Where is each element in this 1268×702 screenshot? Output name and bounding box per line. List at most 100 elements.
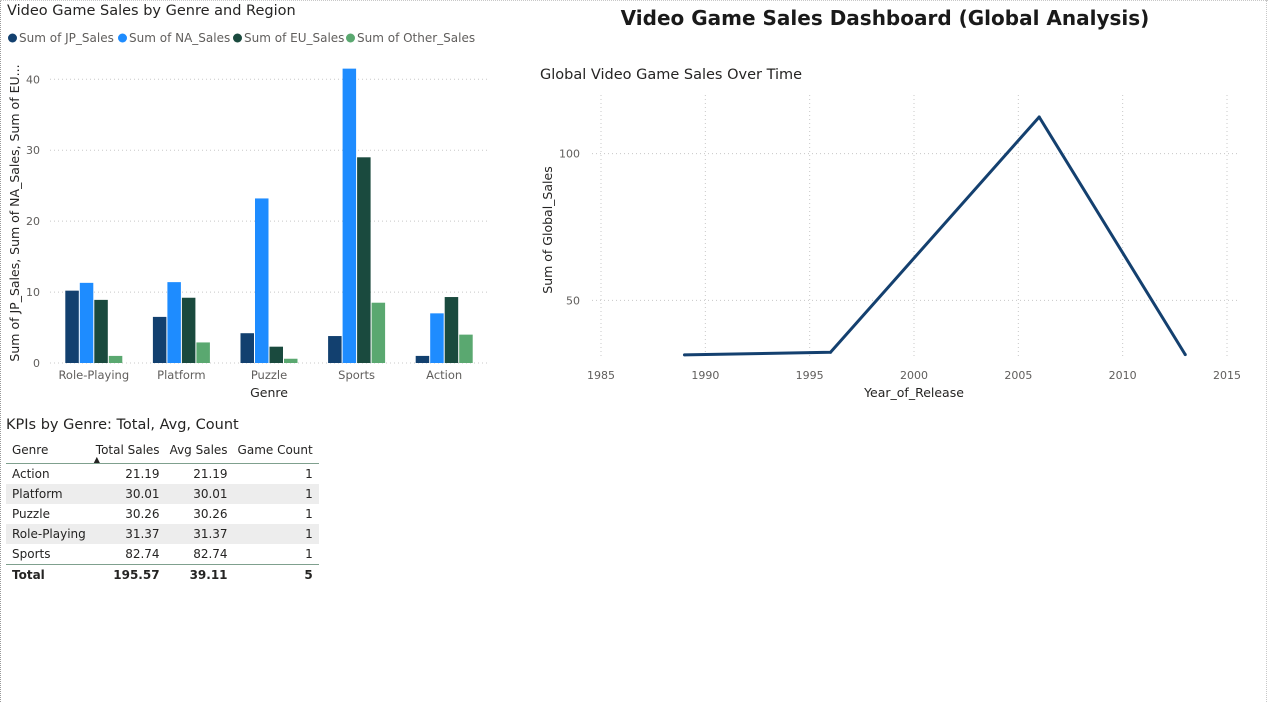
table-row[interactable]: Puzzle 30.26 30.26 1 <box>6 504 319 524</box>
bar <box>284 358 298 363</box>
table-row[interactable]: Sports 82.74 82.74 1 <box>6 544 319 565</box>
x-tick-label: Platform <box>157 368 206 382</box>
x-tick-label: 1990 <box>691 369 719 382</box>
bar <box>415 355 430 363</box>
bar-chart-title: Video Game Sales by Genre and Region <box>7 3 296 19</box>
legend-marker <box>346 33 355 43</box>
total-cell: 39.11 <box>165 564 234 585</box>
table-cell: 82.74 <box>125 547 160 561</box>
page-top-border <box>0 0 1268 1</box>
bar <box>65 290 79 363</box>
table-cell: 82.74 <box>193 547 228 561</box>
x-tick-label: 2005 <box>1004 369 1032 382</box>
table-cell: 30.01 <box>165 484 234 504</box>
y-axis-title: Sum of Global_Sales <box>540 166 555 293</box>
table-cell: 1 <box>305 467 313 481</box>
total-cell: 5 <box>233 564 319 585</box>
total-cell: 195.57 <box>91 564 166 585</box>
data-point <box>1037 115 1041 119</box>
legend-label: Sum of EU_Sales <box>244 31 344 45</box>
table-cell: 1 <box>233 484 319 504</box>
bar <box>269 346 283 363</box>
page-right-border <box>1266 0 1267 702</box>
table-cell: 30.26 <box>193 507 228 521</box>
kpi-table: Genre Total Sales ▲ Avg Sales Game Count … <box>6 441 319 585</box>
series-line <box>684 115 1187 357</box>
y-tick-label: 20 <box>26 215 40 228</box>
sort-ascending-icon: ▲ <box>93 455 100 464</box>
table-cell: Platform <box>6 484 92 504</box>
x-tick-label: Sports <box>338 368 375 382</box>
y-tick-label: 0 <box>33 357 40 370</box>
table-row[interactable]: Action 21.19 21.19 1 <box>6 464 319 485</box>
legend-label: Sum of NA_Sales <box>129 31 230 45</box>
bar <box>94 299 108 363</box>
table-cell: 31.37 <box>165 524 234 544</box>
legend-marker <box>8 33 17 43</box>
line-chart[interactable]: Global Video Game Sales Over Time 1985 199… <box>530 55 1250 415</box>
bar <box>79 282 94 363</box>
bar <box>240 333 254 363</box>
y-tick-label: 100 <box>559 148 580 161</box>
table-cell: 1 <box>233 524 319 544</box>
data-point <box>1183 353 1187 357</box>
table-cell: 1 <box>305 547 313 561</box>
kpi-title: KPIs by Genre: Total, Avg, Count <box>6 417 239 433</box>
table-cell: Puzzle <box>12 507 50 521</box>
legend-marker <box>233 33 242 43</box>
column-header-total-sales[interactable]: Total Sales ▲ <box>91 441 166 464</box>
bar <box>371 302 386 363</box>
y-tick-label: 10 <box>26 286 40 299</box>
bar <box>342 68 357 364</box>
x-tick-label: 2000 <box>900 369 928 382</box>
table-cell: 30.01 <box>91 484 166 504</box>
table-cell: 21.19 <box>193 467 228 481</box>
table-row[interactable]: Platform 30.01 30.01 1 <box>6 484 319 504</box>
y-tick-label: 50 <box>566 294 580 307</box>
y-tick-label: 30 <box>26 144 40 157</box>
kpi-table-visual: KPIs by Genre: Total, Avg, Count Genre T… <box>6 417 319 585</box>
table-cell: 31.37 <box>91 524 166 544</box>
table-cell: Sports <box>12 547 51 561</box>
column-header-game-count[interactable]: Game Count <box>233 441 319 464</box>
data-point <box>682 353 686 357</box>
bar <box>196 342 210 363</box>
line-chart-title: Global Video Game Sales Over Time <box>540 67 802 83</box>
y-axis-title: Sum of JP_Sales, Sum of NA_Sales, Sum of… <box>7 64 22 361</box>
total-cell: Total <box>6 564 92 585</box>
kpi-header-row: Genre Total Sales ▲ Avg Sales Game Count <box>6 441 319 464</box>
table-total-row: Total 195.57 39.11 5 <box>6 564 319 585</box>
bar <box>181 297 196 363</box>
x-axis-title: Year_of_Release <box>863 385 964 400</box>
x-tick-label: 2015 <box>1213 369 1241 382</box>
table-row[interactable]: Role-Playing 31.37 31.37 1 <box>6 524 319 544</box>
table-cell: Role-Playing <box>6 524 92 544</box>
bar <box>108 355 123 363</box>
x-tick-label: Action <box>426 368 462 382</box>
table-cell: 1 <box>305 507 313 521</box>
table-cell: 21.19 <box>125 467 160 481</box>
table-cell: Action <box>12 467 50 481</box>
x-tick-label: Puzzle <box>251 368 287 382</box>
legend-label: Sum of JP_Sales <box>19 31 114 45</box>
column-header-label: Total Sales <box>95 443 160 457</box>
x-tick-label: 1985 <box>587 369 615 382</box>
bar <box>459 334 473 363</box>
bar <box>328 336 342 363</box>
bar <box>167 282 181 363</box>
x-tick-label: Role-Playing <box>58 368 129 382</box>
bar-chart[interactable]: Video Game Sales by Genre and Region Sum … <box>0 0 500 410</box>
x-tick-label: 1995 <box>796 369 824 382</box>
page-left-border <box>0 0 1 702</box>
x-tick-label: 2010 <box>1109 369 1137 382</box>
column-header-genre[interactable]: Genre <box>6 441 92 464</box>
x-axis-title: Genre <box>250 385 288 400</box>
table-cell: 30.26 <box>125 507 160 521</box>
data-point <box>829 350 833 354</box>
bar <box>255 198 269 363</box>
bar <box>430 313 444 363</box>
bar <box>152 316 167 363</box>
column-header-avg-sales[interactable]: Avg Sales <box>165 441 234 464</box>
legend-label: Sum of Other_Sales <box>357 31 475 45</box>
legend-marker <box>118 33 127 43</box>
